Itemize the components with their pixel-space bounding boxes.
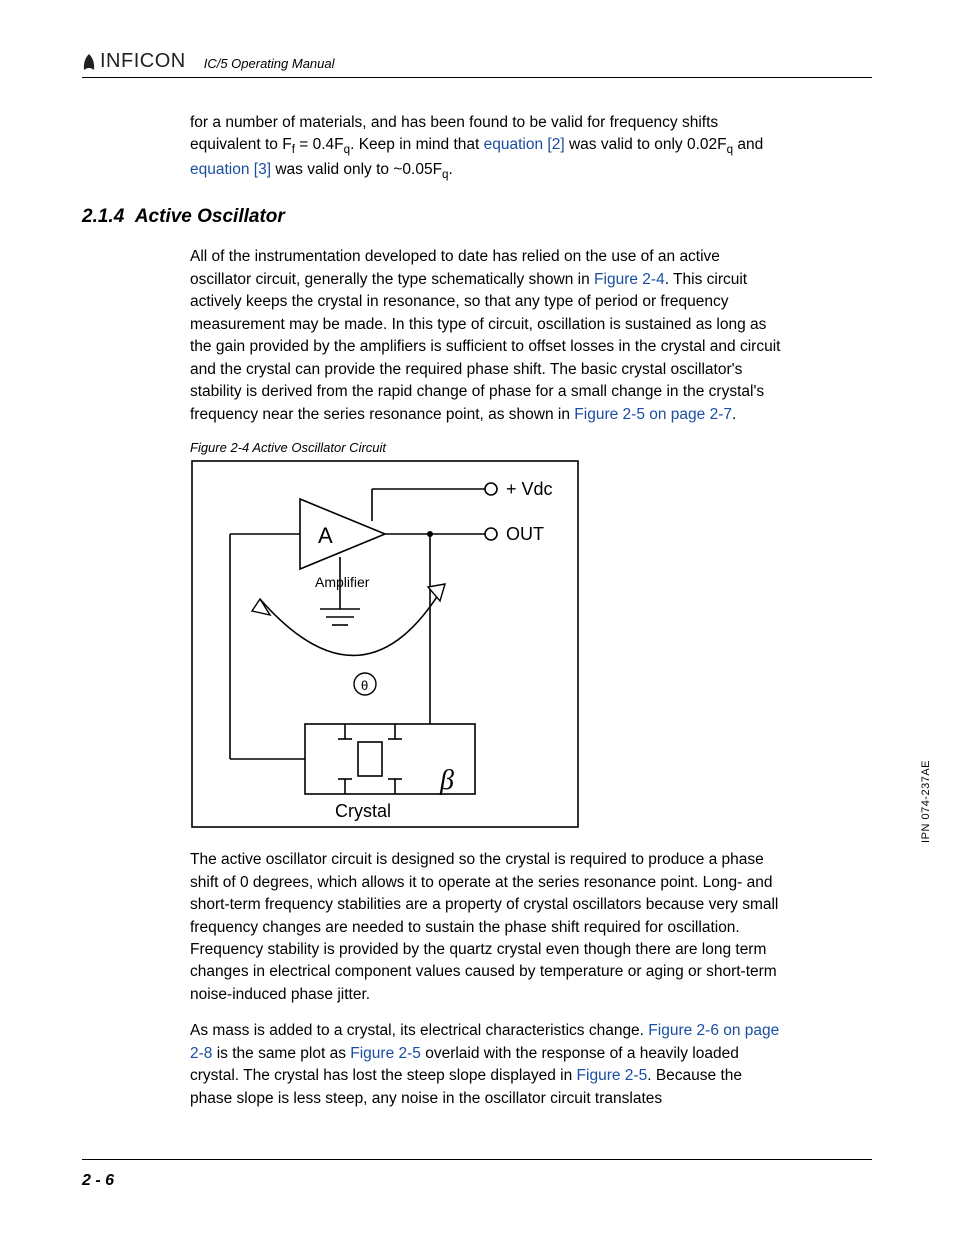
text: is the same plot as [212,1045,350,1062]
amplifier-label: Amplifier [315,574,370,590]
text: was valid to only 0.02F [565,136,727,153]
brand-logo: INFICON [82,50,186,73]
page-content: INFICON IC/5 Operating Manual for a numb… [82,50,872,1124]
figure-2-5-link[interactable]: Figure 2-5 on page 2-7 [574,406,732,423]
amplifier-letter: A [318,523,333,548]
beta-label: β [439,765,454,796]
document-title: IC/5 Operating Manual [204,56,335,73]
logo-leaf-icon [82,52,96,72]
section-number: 2.1.4 [82,206,124,227]
brand-text: INFICON [100,50,186,73]
figure-2-4-diagram: + Vdc A Amplifier OUT [190,459,580,829]
footer-rule [82,1159,872,1160]
equation-2-link[interactable]: equation [2] [484,136,565,153]
text: . [449,161,453,178]
page-number: 2 - 6 [82,1172,114,1190]
paragraph-3: As mass is added to a crystal, its elect… [190,1020,782,1110]
figure-2-4-link[interactable]: Figure 2-4 [594,271,665,288]
side-document-id: IPN 074-237AE [920,760,932,843]
intro-paragraph: for a number of materials, and has been … [190,112,782,184]
theta-label: θ [361,678,368,693]
section-heading: 2.1.4 Active Oscillator [82,206,872,228]
crystal-label: Crystal [335,801,391,821]
text: was valid only to ~0.05F [271,161,442,178]
text: . Keep in mind that [350,136,484,153]
section-title: Active Oscillator [135,206,285,227]
paragraph-1: All of the instrumentation developed to … [190,246,782,426]
equation-3-link[interactable]: equation [3] [190,161,271,178]
figure-2-5-link-a[interactable]: Figure 2-5 [350,1045,421,1062]
vdc-label: + Vdc [506,479,553,499]
out-label: OUT [506,524,544,544]
text: and [733,136,763,153]
page-header: INFICON IC/5 Operating Manual [82,50,872,78]
text: . [732,406,736,423]
paragraph-2: The active oscillator circuit is designe… [190,849,782,1006]
text: As mass is added to a crystal, its elect… [190,1022,648,1039]
text: . This circuit actively keeps the crysta… [190,271,780,423]
text: = 0.4F [295,136,344,153]
figure-caption: Figure 2-4 Active Oscillator Circuit [190,440,782,455]
body-content: for a number of materials, and has been … [82,112,782,184]
body-content-2: All of the instrumentation developed to … [82,246,782,1110]
figure-2-5-link-b[interactable]: Figure 2-5 [577,1067,648,1084]
